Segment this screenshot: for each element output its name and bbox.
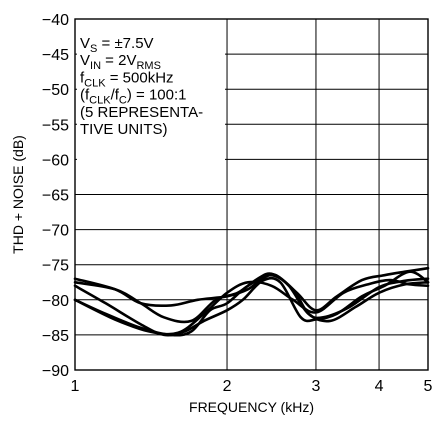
- series-line-3: [73, 273, 430, 337]
- annotation-line: V: [80, 52, 90, 69]
- x-tick-label: 1: [71, 378, 80, 395]
- annotation-text: = 2V: [101, 52, 136, 69]
- annotation-subscript: IN: [90, 60, 101, 72]
- annotation-subscript: RMS: [136, 60, 160, 72]
- y-tick-label: −75: [42, 258, 69, 275]
- series-group: [73, 266, 430, 337]
- x-axis-label: FREQUENCY (kHz): [189, 399, 314, 415]
- y-tick-label: −60: [42, 152, 69, 169]
- y-tick-label: −85: [42, 328, 69, 345]
- y-tick-label: −90: [42, 363, 69, 380]
- annotation-subscript: C: [119, 95, 127, 107]
- annotation-subscript: CLK: [89, 95, 111, 107]
- series-line-5: [73, 278, 430, 336]
- annotation-line: (f: [80, 87, 90, 104]
- x-tick-label: 5: [424, 378, 433, 395]
- y-tick-label: −40: [42, 12, 69, 29]
- y-tick-label: −70: [42, 223, 69, 240]
- series-line-2: [73, 272, 430, 324]
- x-tick-labels: 1 2 3 4 5: [71, 378, 433, 395]
- annotation-subscript: S: [90, 43, 97, 55]
- annotation-text: = 500kHz: [106, 69, 174, 86]
- y-tick-label: −65: [42, 188, 69, 205]
- annotation-text: = ±7.5V: [97, 35, 153, 52]
- annotation-line: TIVE UNITS): [80, 121, 168, 138]
- annotation-line: f: [80, 69, 85, 86]
- y-tick-label: −80: [42, 293, 69, 310]
- y-tick-labels: −40 −45 −50 −55 −60 −65 −70 −75 −80 −85 −90: [42, 12, 69, 380]
- annotation-line: (5 REPRESENTA-: [80, 104, 203, 121]
- x-tick-label: 3: [312, 378, 321, 395]
- annotation-subscript: CLK: [84, 77, 106, 89]
- conditions-annotation: VS = ±7.5V VIN = 2VRMS fCLK = 500kHz (fCLK/…: [80, 35, 203, 138]
- x-tick-label: 4: [375, 378, 384, 395]
- y-tick-label: −50: [42, 82, 69, 99]
- y-axis-label: THD + NOISE (dB): [10, 135, 26, 254]
- annotation-text: ) = 100:1: [127, 87, 187, 104]
- x-tick-label: 2: [223, 378, 232, 395]
- y-tick-label: −55: [42, 117, 69, 134]
- plot-frame: [74, 18, 429, 371]
- y-tick-label: −45: [42, 47, 69, 64]
- annotation-text: /f: [111, 87, 120, 104]
- annotation-line: V: [80, 35, 90, 52]
- annotation-background: [77, 21, 225, 181]
